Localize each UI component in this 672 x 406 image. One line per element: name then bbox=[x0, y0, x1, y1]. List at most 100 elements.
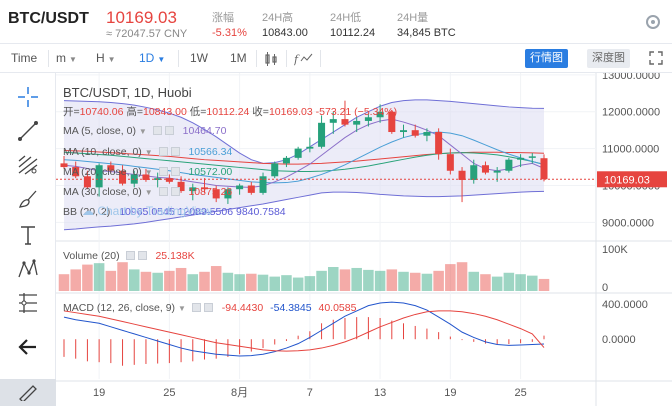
volume-bar bbox=[105, 270, 117, 291]
chevron-down-icon: ▼ bbox=[144, 188, 153, 197]
arrow-left-icon[interactable] bbox=[16, 335, 40, 359]
price-tick-label: 12000.0000 bbox=[602, 107, 660, 119]
candlestick-type-icon[interactable] bbox=[263, 51, 279, 67]
volume-24h-value: 34,845 BTC bbox=[397, 27, 456, 39]
settings-icon[interactable] bbox=[191, 303, 201, 312]
day-selector[interactable]: 1D ▼ bbox=[139, 51, 165, 65]
text-icon[interactable] bbox=[16, 223, 40, 247]
candle-body bbox=[60, 163, 68, 168]
volume-bar bbox=[93, 263, 105, 291]
measure-icon[interactable] bbox=[16, 291, 40, 315]
pair-name[interactable]: BTC/USDT bbox=[8, 10, 89, 27]
time-tick-label: 8月 bbox=[231, 387, 248, 399]
ma5-value: 10464.70 bbox=[182, 125, 227, 137]
volume-tick-label: 100K bbox=[602, 244, 628, 256]
candle-body bbox=[353, 120, 361, 125]
fib-icon[interactable] bbox=[16, 153, 40, 177]
macd-tick-label: 400.0000 bbox=[602, 299, 648, 311]
candle-body bbox=[318, 122, 326, 147]
ma30-value: 10875.26 bbox=[188, 186, 233, 198]
bb-values: 10965.0545 12089.5506 9840.7584 bbox=[119, 206, 286, 218]
time-tick-label: 13 bbox=[374, 387, 386, 399]
time-tick-label: 19 bbox=[444, 387, 456, 399]
volume-bar bbox=[152, 272, 163, 291]
candle-body bbox=[493, 170, 501, 173]
tab-trade-chart[interactable]: 行情图 bbox=[525, 49, 568, 68]
toolbar-divider bbox=[320, 50, 321, 67]
macd-line bbox=[63, 301, 545, 357]
macd-tick-label: 0.0000 bbox=[602, 334, 636, 346]
ma30-legend[interactable]: MA (30, close, 0) ▼ 10875.26 bbox=[63, 186, 232, 198]
fullscreen-icon[interactable] bbox=[648, 50, 664, 66]
price-chart[interactable]: 9000.000010000.000011000.000012000.00001… bbox=[56, 73, 672, 406]
ohlc-legend: 开=10740.06 高=10843.00 低=10112.24 收=10169… bbox=[63, 104, 397, 119]
candle-body bbox=[505, 159, 513, 171]
volume-bar bbox=[316, 270, 327, 291]
collapse-tools-button[interactable] bbox=[0, 379, 56, 406]
week-button[interactable]: 1W bbox=[190, 51, 208, 65]
hour-selector[interactable]: H ▼ bbox=[96, 51, 116, 65]
candle-body bbox=[236, 185, 244, 190]
candle-body bbox=[376, 111, 384, 118]
settings-icon[interactable] bbox=[158, 167, 168, 176]
current-price-badge bbox=[597, 171, 667, 188]
close-icon[interactable] bbox=[137, 251, 147, 260]
ma20-legend[interactable]: MA (20, close, 0) ▼ 10572.00 bbox=[63, 166, 232, 178]
crosshair-icon[interactable] bbox=[16, 85, 40, 109]
last-price: 10169.03 bbox=[106, 8, 177, 27]
change-value: -573.21 (−5.34%) bbox=[315, 106, 398, 118]
month-button[interactable]: 1M bbox=[230, 51, 247, 65]
close-value: 10169.03 bbox=[268, 106, 313, 118]
volume-bar bbox=[351, 267, 362, 291]
watermark-text: Chart by TradingView bbox=[97, 204, 212, 218]
volume-bar bbox=[210, 266, 222, 291]
bb-legend[interactable]: BB (20, 2) 10965.0545 12089.5506 9840.75… bbox=[63, 206, 286, 218]
pattern-icon[interactable] bbox=[16, 257, 40, 281]
volume-bar bbox=[480, 274, 491, 291]
trend-line-icon[interactable] bbox=[16, 119, 40, 143]
tab-depth-chart[interactable]: 深度图 bbox=[587, 49, 630, 68]
ma5-label: MA (5, close, 0) bbox=[63, 125, 136, 137]
candle-body bbox=[107, 165, 115, 171]
minute-selector[interactable]: m ▼ bbox=[56, 51, 77, 65]
ma10-legend[interactable]: MA (10, close, 0) ▼ 10566.34 bbox=[63, 146, 232, 158]
ma5-legend[interactable]: MA (5, close, 0) ▼ 10464.70 bbox=[63, 125, 226, 137]
time-tick-label: 25 bbox=[163, 387, 175, 399]
chart-toolbar: Time m ▼ H ▼ 1D ▼ 1W 1M f 行情图 深度图 bbox=[0, 44, 672, 73]
day-label: 1D bbox=[139, 51, 155, 65]
volume-bar bbox=[82, 264, 93, 291]
chevron-down-icon: ▼ bbox=[157, 55, 166, 64]
gear-icon[interactable] bbox=[646, 15, 660, 29]
close-icon[interactable] bbox=[203, 303, 213, 312]
close-label: 收= bbox=[252, 106, 269, 118]
settings-icon[interactable] bbox=[152, 126, 162, 135]
candle-body bbox=[189, 187, 197, 192]
time-selector[interactable]: Time bbox=[11, 51, 38, 65]
close-icon[interactable] bbox=[170, 167, 180, 176]
candle-body bbox=[271, 163, 279, 177]
close-icon[interactable] bbox=[170, 147, 180, 156]
indicators-icon[interactable]: f bbox=[294, 51, 314, 67]
volume-bar bbox=[456, 262, 468, 291]
volume-legend[interactable]: Volume (20) 25.138K bbox=[63, 250, 195, 262]
close-icon[interactable] bbox=[170, 187, 180, 196]
settings-icon[interactable] bbox=[158, 187, 168, 196]
settings-icon[interactable] bbox=[125, 251, 135, 260]
macd-legend[interactable]: MACD (12, 26, close, 9) ▼ -94.4430 -54.3… bbox=[63, 302, 356, 314]
high-value: 10843.00 bbox=[143, 106, 187, 118]
chevron-down-icon: ▼ bbox=[144, 168, 153, 177]
toolbar-divider bbox=[256, 50, 257, 67]
change-label: 涨幅 bbox=[212, 12, 234, 24]
price-tick-label: 9000.0000 bbox=[602, 217, 654, 229]
close-icon[interactable] bbox=[164, 126, 174, 135]
volume-bar bbox=[187, 274, 199, 291]
brush-icon[interactable] bbox=[16, 187, 40, 211]
chevron-down-icon: ▼ bbox=[107, 55, 116, 64]
settings-icon[interactable] bbox=[158, 147, 168, 156]
macd-signal-line bbox=[63, 310, 545, 352]
ma20-line bbox=[63, 151, 545, 172]
volume-bar bbox=[503, 272, 515, 291]
chevron-down-icon: ▼ bbox=[144, 148, 153, 157]
volume-bar bbox=[515, 274, 526, 291]
